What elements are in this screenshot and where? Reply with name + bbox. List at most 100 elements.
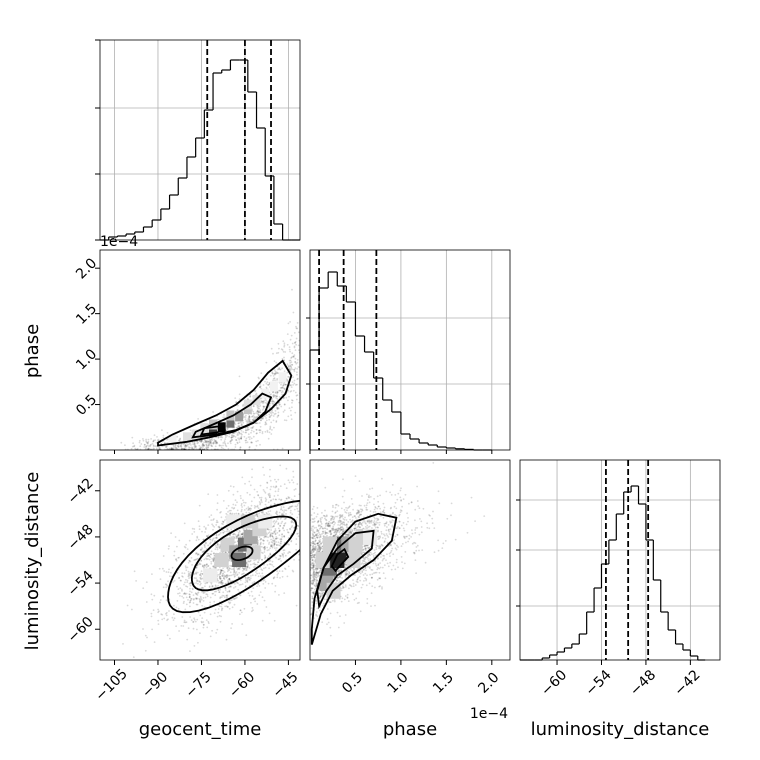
phase-vs-geocent-time-point (157, 438, 160, 441)
luminosity-distance-vs-geocent-time-point (227, 579, 229, 582)
luminosity-distance-vs-phase-point (348, 514, 350, 516)
luminosity-distance-vs-geocent-time-point (220, 581, 223, 584)
luminosity-distance-vs-phase-point (378, 521, 381, 524)
luminosity-distance-vs-geocent-time-point (240, 508, 243, 511)
luminosity-distance-vs-geocent-time-point (193, 645, 196, 647)
luminosity-distance-vs-phase-point (312, 544, 315, 547)
luminosity-distance-vs-geocent-time-point (214, 608, 217, 611)
luminosity-distance-vs-geocent-time-point (210, 562, 213, 565)
luminosity-distance-vs-geocent-time-point (268, 492, 271, 495)
luminosity-distance-vs-phase-point (426, 522, 428, 525)
phase-vs-geocent-time-point (278, 389, 280, 392)
phase-vs-geocent-time-point (173, 447, 175, 449)
phase-vs-geocent-time-point (148, 447, 151, 450)
luminosity-distance-vs-geocent-time-point (285, 513, 287, 515)
luminosity-distance-vs-phase-point (350, 528, 352, 530)
phase-vs-geocent-time-point (277, 407, 280, 410)
luminosity-distance-vs-phase-point (382, 572, 385, 575)
luminosity-distance-vs-phase-point (312, 564, 315, 567)
phase-vs-geocent-time-point (238, 398, 241, 400)
phase-vs-geocent-time-point (278, 403, 281, 406)
luminosity-distance-vs-phase-point (381, 587, 383, 590)
luminosity-distance-vs-geocent-time-point (262, 542, 265, 545)
phase-vs-geocent-time-point (207, 440, 210, 443)
luminosity-distance-vs-geocent-time-point (195, 582, 198, 584)
luminosity-distance-vs-geocent-time-point (274, 529, 277, 532)
phase-vs-geocent-time-point (131, 445, 134, 448)
luminosity-distance-vs-geocent-time-point (221, 575, 224, 577)
luminosity-distance-vs-phase-point (437, 539, 439, 542)
luminosity-distance-vs-geocent-time-point (193, 598, 195, 600)
phase-vs-geocent-time-point (262, 406, 265, 408)
phase-vs-geocent-time-point (262, 402, 264, 405)
phase-vs-geocent-time-point (209, 440, 212, 442)
luminosity-distance-vs-geocent-time-point (253, 598, 255, 601)
luminosity-distance-vs-geocent-time-point (222, 591, 225, 594)
luminosity-distance-vs-geocent-time-point (196, 603, 199, 606)
luminosity-distance-vs-geocent-time-point (184, 581, 186, 584)
luminosity-distance-vs-phase-point (396, 533, 399, 536)
luminosity-distance-vs-phase-point (318, 544, 321, 547)
luminosity-distance-vs-geocent-time-point (262, 583, 265, 585)
luminosity-distance-vs-geocent-time-point (249, 579, 251, 581)
luminosity-distance-vs-phase-point (360, 586, 363, 589)
luminosity-distance-vs-geocent-time-point (295, 549, 298, 551)
phase-vs-geocent-time-point (283, 409, 286, 412)
luminosity-distance-vs-phase-point (330, 533, 332, 535)
phase-vs-geocent-time-point (289, 409, 292, 412)
phase-vs-geocent-time-point (194, 445, 197, 448)
luminosity-distance-vs-phase-point (332, 506, 334, 509)
phase-vs-geocent-time-point (181, 448, 183, 450)
phase-vs-geocent-time-point (281, 390, 284, 393)
luminosity-distance-vs-phase-point (327, 523, 329, 526)
phase-vs-geocent-time-point (259, 409, 262, 412)
phase-vs-geocent-time-point (269, 374, 272, 377)
phase-vs-geocent-time-point (269, 415, 272, 417)
phase-vs-geocent-time-point (271, 402, 274, 404)
luminosity-distance-vs-geocent-time-point (145, 581, 148, 583)
luminosity-distance-vs-geocent-time-point (269, 510, 272, 512)
luminosity-distance-vs-phase-point (369, 573, 371, 576)
luminosity-distance-vs-phase-point (339, 528, 342, 531)
luminosity-distance-vs-geocent-time-point (191, 587, 194, 590)
luminosity-distance-vs-geocent-time-point (221, 522, 223, 525)
luminosity-distance-vs-geocent-time-point (286, 528, 289, 531)
luminosity-distance-vs-geocent-time-point (238, 576, 240, 579)
phase-vs-geocent-time-point (255, 444, 258, 447)
luminosity-distance-vs-geocent-time-point (236, 596, 238, 599)
luminosity-distance-vs-phase-point (342, 530, 344, 533)
luminosity-distance-vs-phase-point (370, 576, 373, 579)
luminosity-distance-vs-geocent-time-point (190, 591, 193, 594)
phase-vs-geocent-time-point (273, 395, 275, 398)
phase-vs-geocent-time-point (252, 410, 255, 413)
phase-vs-geocent-time-point (252, 419, 255, 422)
phase-vs-geocent-time-point (285, 396, 288, 399)
luminosity-distance-vs-geocent-time-point (237, 588, 240, 591)
luminosity-distance-vs-geocent-time-point (234, 572, 237, 575)
luminosity-distance-vs-geocent-time-point (226, 596, 229, 598)
luminosity-distance-vs-geocent-time-point (269, 494, 272, 497)
luminosity-distance-vs-phase-point (405, 541, 407, 544)
luminosity-distance-vs-geocent-time-point (211, 629, 214, 632)
luminosity-distance-vs-geocent-time-point (273, 520, 276, 522)
luminosity-distance-vs-geocent-time-point (202, 597, 205, 599)
phase-vs-geocent-time-point (273, 401, 276, 404)
luminosity-distance-vs-phase-point (329, 533, 332, 536)
luminosity-distance-vs-phase-point (312, 542, 315, 545)
luminosity-distance-vs-phase-point (315, 572, 318, 575)
luminosity-distance-vs-phase-point (315, 614, 317, 617)
luminosity-distance-vs-geocent-time-point (221, 569, 224, 572)
luminosity-distance-vs-geocent-time-point (264, 503, 267, 506)
luminosity-distance-vs-geocent-time-point (204, 531, 207, 533)
luminosity-distance-vs-phase-point (324, 531, 327, 534)
phase-vs-geocent-time-point (237, 404, 239, 407)
luminosity-distance-vs-phase-point (313, 576, 316, 578)
luminosity-distance-vs-geocent-time-point (214, 590, 216, 593)
luminosity-distance-vs-phase-point (347, 534, 350, 537)
luminosity-distance-vs-geocent-time-point (210, 582, 213, 585)
luminosity-distance-vs-phase-point (333, 535, 335, 537)
phase-vs-geocent-time-point (286, 371, 289, 374)
luminosity-distance-vs-geocent-time-point (221, 608, 223, 610)
luminosity-distance-vs-phase-point (364, 562, 366, 565)
luminosity-distance-vs-phase-point (343, 521, 346, 524)
